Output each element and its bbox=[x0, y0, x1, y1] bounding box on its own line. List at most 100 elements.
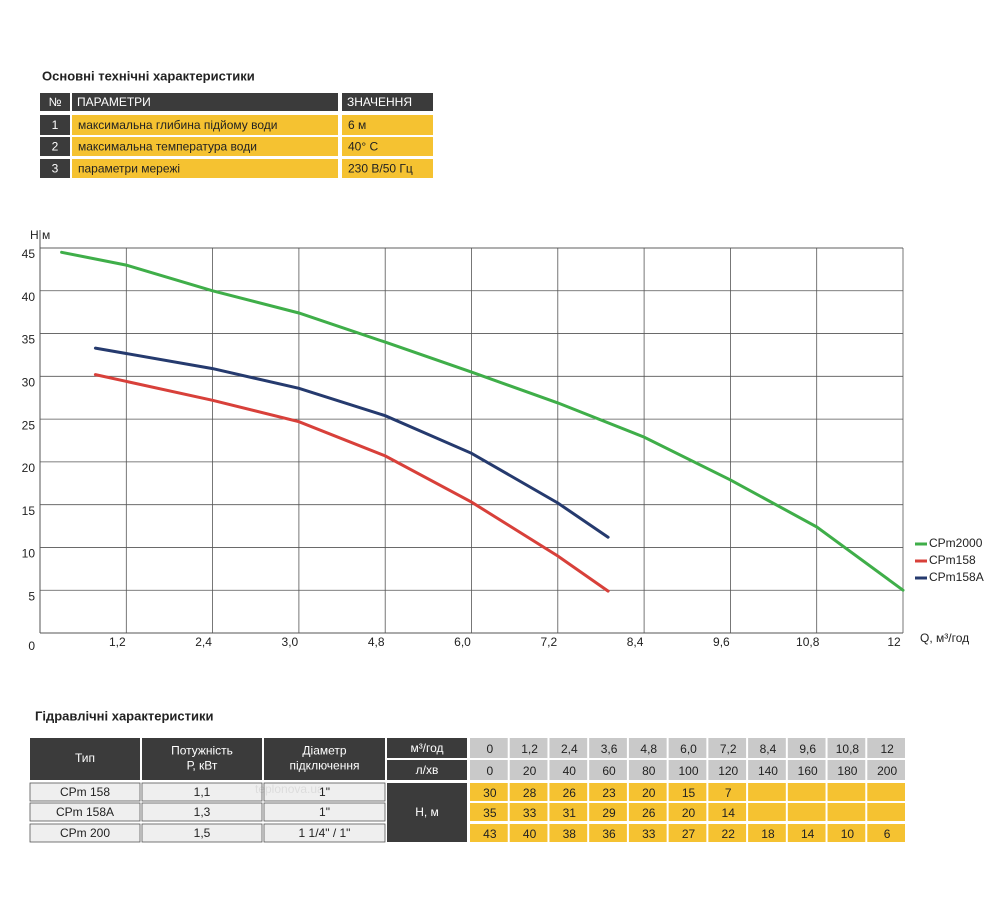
value-cell bbox=[509, 783, 548, 801]
x-tick-label: 8,4 bbox=[627, 635, 644, 649]
cell-text: CPm 158 bbox=[60, 785, 110, 799]
value-cell bbox=[827, 783, 866, 801]
x-tick-label: 12 bbox=[887, 635, 901, 649]
value-cell bbox=[509, 803, 548, 821]
value-cell bbox=[787, 738, 826, 758]
cell-text: максимальна температура води bbox=[78, 140, 257, 154]
curve bbox=[60, 250, 905, 592]
cell bbox=[342, 115, 433, 135]
value-text: 6,0 bbox=[680, 742, 697, 756]
value-cell bbox=[787, 783, 826, 801]
x-tick-label: 7,2 bbox=[540, 635, 557, 649]
value-cell bbox=[549, 824, 588, 842]
value-text: 1,2 bbox=[521, 742, 538, 756]
cell bbox=[141, 782, 263, 802]
hydraulic-title: Гідравлічні характеристики bbox=[35, 708, 213, 723]
value-text: 20 bbox=[523, 764, 537, 778]
x-axis-label: Q, м³/год bbox=[920, 631, 969, 645]
header-text: Потужність bbox=[171, 744, 233, 758]
value-text: 180 bbox=[837, 764, 857, 778]
value-cell bbox=[589, 824, 627, 842]
x-tick-label: 1,2 bbox=[109, 635, 126, 649]
cell bbox=[72, 159, 338, 178]
cell-text: 6 м bbox=[348, 118, 366, 132]
header-text: Діаметр bbox=[302, 744, 346, 758]
value-text: 80 bbox=[642, 764, 656, 778]
value-text: 60 bbox=[602, 764, 616, 778]
value-text: 22 bbox=[722, 827, 736, 841]
y-tick-label: 15 bbox=[22, 504, 36, 518]
value-text: 0 bbox=[487, 764, 494, 778]
value-text: 200 bbox=[877, 764, 897, 778]
value-text: 3,6 bbox=[601, 742, 618, 756]
cell bbox=[40, 137, 70, 156]
value-text: 43 bbox=[483, 827, 497, 841]
cell bbox=[72, 115, 338, 135]
value-cell bbox=[668, 783, 707, 801]
value-text: 14 bbox=[722, 806, 736, 820]
value-cell bbox=[549, 783, 588, 801]
value-cell bbox=[787, 760, 826, 780]
cell-text: 1,3 bbox=[194, 805, 211, 819]
x-tick-label: 3,0 bbox=[282, 635, 299, 649]
value-text: 29 bbox=[602, 806, 616, 820]
value-cell bbox=[827, 803, 866, 821]
x-tick-label: 6,0 bbox=[454, 635, 471, 649]
value-cell bbox=[470, 824, 508, 842]
cell-text: 1" bbox=[319, 785, 330, 799]
cell-text: 2 bbox=[52, 140, 59, 154]
y-tick-label: 10 bbox=[22, 547, 36, 561]
y-tick-label: 20 bbox=[22, 461, 36, 475]
header-cell bbox=[264, 738, 385, 780]
value-cell bbox=[867, 824, 905, 842]
y-tick-label: 25 bbox=[22, 418, 36, 432]
value-text: 14 bbox=[801, 827, 815, 841]
value-text: 10 bbox=[841, 827, 855, 841]
value-cell bbox=[628, 783, 667, 801]
cell-text: 1 1/4" / 1" bbox=[299, 826, 351, 840]
value-text: 27 bbox=[682, 827, 696, 841]
cell bbox=[29, 802, 141, 822]
header-text: Р, кВт bbox=[187, 759, 218, 773]
x-tick-label: 2,4 bbox=[195, 635, 212, 649]
value-text: 7 bbox=[725, 786, 732, 800]
cell-text: 3 bbox=[52, 162, 59, 176]
value-text: 2,4 bbox=[561, 742, 578, 756]
header-text: підключення bbox=[290, 759, 360, 773]
curve bbox=[93, 373, 610, 593]
cell-text: CPm 158A bbox=[56, 805, 114, 819]
value-cell bbox=[787, 824, 826, 842]
value-cell bbox=[470, 783, 508, 801]
value-cell bbox=[708, 738, 747, 758]
value-cell bbox=[509, 760, 548, 780]
value-text: 8,4 bbox=[760, 742, 777, 756]
cell bbox=[263, 802, 386, 822]
value-text: 120 bbox=[718, 764, 738, 778]
cell-text: 230 В/50 Гц bbox=[348, 162, 413, 176]
value-cell bbox=[549, 738, 588, 758]
cell-text: 1,1 bbox=[194, 785, 211, 799]
header-text: Тип bbox=[75, 751, 95, 765]
legend-label: CPm158A bbox=[929, 570, 984, 584]
value-cell bbox=[867, 783, 905, 801]
cell bbox=[141, 823, 263, 843]
value-cell bbox=[668, 738, 707, 758]
legend-label: CPm2000 bbox=[929, 536, 983, 550]
cell bbox=[263, 823, 386, 843]
spec-title: Основні технічні характеристики bbox=[42, 68, 255, 83]
cell bbox=[29, 823, 141, 843]
cell-text: 1 bbox=[52, 118, 59, 132]
value-text: 7,2 bbox=[720, 742, 737, 756]
value-cell bbox=[748, 783, 786, 801]
value-cell bbox=[668, 803, 707, 821]
unit-cell bbox=[387, 760, 467, 780]
value-text: 26 bbox=[563, 786, 577, 800]
value-cell bbox=[708, 760, 747, 780]
value-cell bbox=[509, 738, 548, 758]
value-text: 26 bbox=[642, 806, 656, 820]
value-cell bbox=[589, 803, 627, 821]
curve bbox=[93, 346, 610, 539]
value-cell bbox=[589, 783, 627, 801]
value-cell bbox=[470, 760, 508, 780]
